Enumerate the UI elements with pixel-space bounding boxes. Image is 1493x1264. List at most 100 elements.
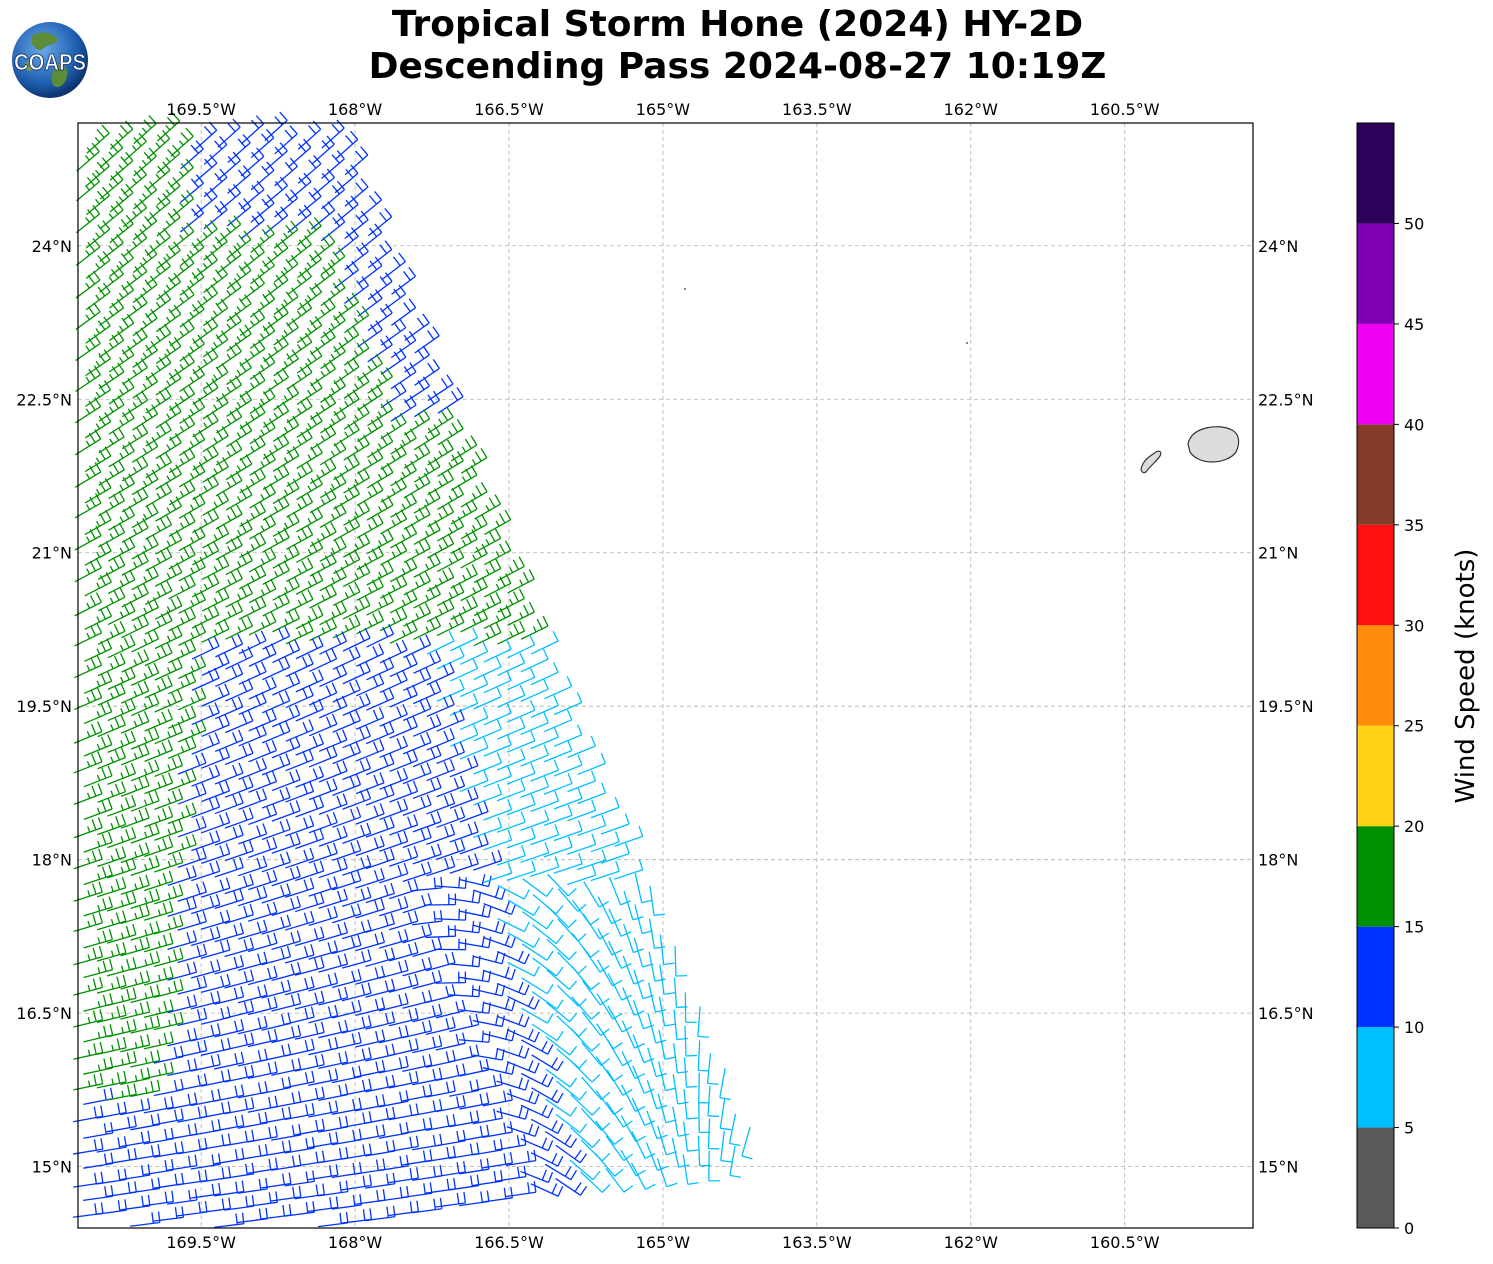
colorbar-tick-label: 0 xyxy=(1404,1219,1414,1238)
wind-barb xyxy=(496,1106,530,1120)
wind-barb xyxy=(107,569,136,595)
wind-barb xyxy=(144,546,173,572)
wind-barb xyxy=(99,201,124,230)
wind-barb xyxy=(97,682,126,706)
wind-barb xyxy=(402,826,432,849)
lon-tick-label: 165°W xyxy=(636,1233,691,1252)
wind-barb xyxy=(379,540,408,566)
wind-barb xyxy=(657,1093,677,1124)
wind-barb xyxy=(634,873,653,904)
wind-barb xyxy=(120,904,150,925)
wind-barb xyxy=(191,635,220,660)
wind-barb xyxy=(83,1087,114,1106)
wind-barb xyxy=(674,946,688,977)
wind-barb xyxy=(98,395,125,422)
wind-barb xyxy=(435,908,467,921)
lat-tick-label: 15°N xyxy=(32,1158,72,1177)
wind-barb xyxy=(120,743,150,766)
wind-barb xyxy=(331,1097,362,1115)
wind-barb xyxy=(146,257,171,286)
wind-barb xyxy=(520,809,550,832)
lat-tick-label: 22.5°N xyxy=(1258,390,1314,409)
wind-barb xyxy=(365,1074,396,1093)
wind-barb xyxy=(237,1111,268,1129)
wind-barb xyxy=(427,374,454,402)
wind-barb xyxy=(247,932,278,953)
wind-barb xyxy=(435,971,467,984)
wind-barb xyxy=(460,608,489,633)
wind-barb xyxy=(224,969,255,989)
wind-barb xyxy=(262,495,290,521)
wind-barb xyxy=(271,800,301,822)
wind-barb xyxy=(180,140,204,170)
wind-barb xyxy=(309,584,337,609)
wind-barb xyxy=(167,834,197,856)
wind-barb xyxy=(672,1074,689,1105)
wind-barb xyxy=(483,829,513,851)
colorbar-tick-label: 15 xyxy=(1404,918,1424,937)
wind-barb xyxy=(332,549,361,575)
wind-barb xyxy=(449,1110,480,1128)
wind-barb xyxy=(697,1006,709,1038)
wind-barb xyxy=(366,529,394,555)
wind-barb xyxy=(107,762,137,785)
wind-barb xyxy=(97,747,127,770)
wind-barb xyxy=(107,730,136,754)
wind-barb xyxy=(296,443,323,470)
wind-barb xyxy=(224,1032,255,1051)
wind-barb xyxy=(177,975,208,995)
wind-barb xyxy=(214,955,245,975)
wind-barb xyxy=(333,325,360,353)
wind-barb xyxy=(214,1019,245,1038)
wind-barb xyxy=(356,643,385,667)
wind-barb xyxy=(389,814,419,836)
wind-barb xyxy=(273,220,299,249)
wind-barb xyxy=(388,942,419,962)
wind-barb xyxy=(144,870,174,892)
wind-barb xyxy=(130,1049,161,1068)
wind-barb xyxy=(169,352,195,380)
wind-barb xyxy=(225,615,254,640)
wind-barb xyxy=(308,972,339,992)
wind-barb xyxy=(555,1080,588,1101)
wind-barb xyxy=(356,480,384,506)
wind-barb xyxy=(483,605,512,630)
wind-barb xyxy=(145,323,172,352)
wind-barb xyxy=(483,573,512,598)
wind-barb xyxy=(193,250,218,279)
wind-barb xyxy=(436,775,466,798)
wind-barb xyxy=(379,703,408,727)
wind-barb xyxy=(286,332,313,360)
wind-barb xyxy=(600,813,630,835)
wind-barb xyxy=(155,336,182,365)
wind-barb xyxy=(84,670,113,694)
wind-barb xyxy=(225,421,253,448)
wind-barb xyxy=(120,807,150,829)
wind-barb xyxy=(581,1042,610,1067)
wind-barb xyxy=(520,842,550,864)
wind-barb xyxy=(334,227,359,256)
wind-barb xyxy=(190,1023,221,1042)
lon-tick-label: 169.5°W xyxy=(166,100,236,119)
wind-barb xyxy=(121,486,149,513)
wind-barb xyxy=(570,1093,601,1116)
wind-barb xyxy=(389,557,418,583)
wind-barb xyxy=(200,1197,232,1214)
wind-barb xyxy=(706,1053,719,1085)
wind-barb xyxy=(192,411,219,438)
wind-barb xyxy=(482,1061,516,1075)
wind-barb xyxy=(177,943,208,964)
wind-barb xyxy=(224,1195,255,1211)
wind-barb xyxy=(332,581,361,607)
wind-barb xyxy=(156,177,181,206)
wind-barb xyxy=(153,1206,185,1222)
wind-barb xyxy=(130,855,160,876)
wind-barb xyxy=(192,444,219,471)
wind-barb xyxy=(388,1167,419,1184)
wind-barb xyxy=(74,557,102,583)
colorbar-tick-label: 50 xyxy=(1404,214,1424,233)
wind-barb xyxy=(426,823,456,845)
wind-barb xyxy=(341,1047,372,1066)
wind-barb xyxy=(309,424,337,451)
wind-barb xyxy=(309,617,338,642)
